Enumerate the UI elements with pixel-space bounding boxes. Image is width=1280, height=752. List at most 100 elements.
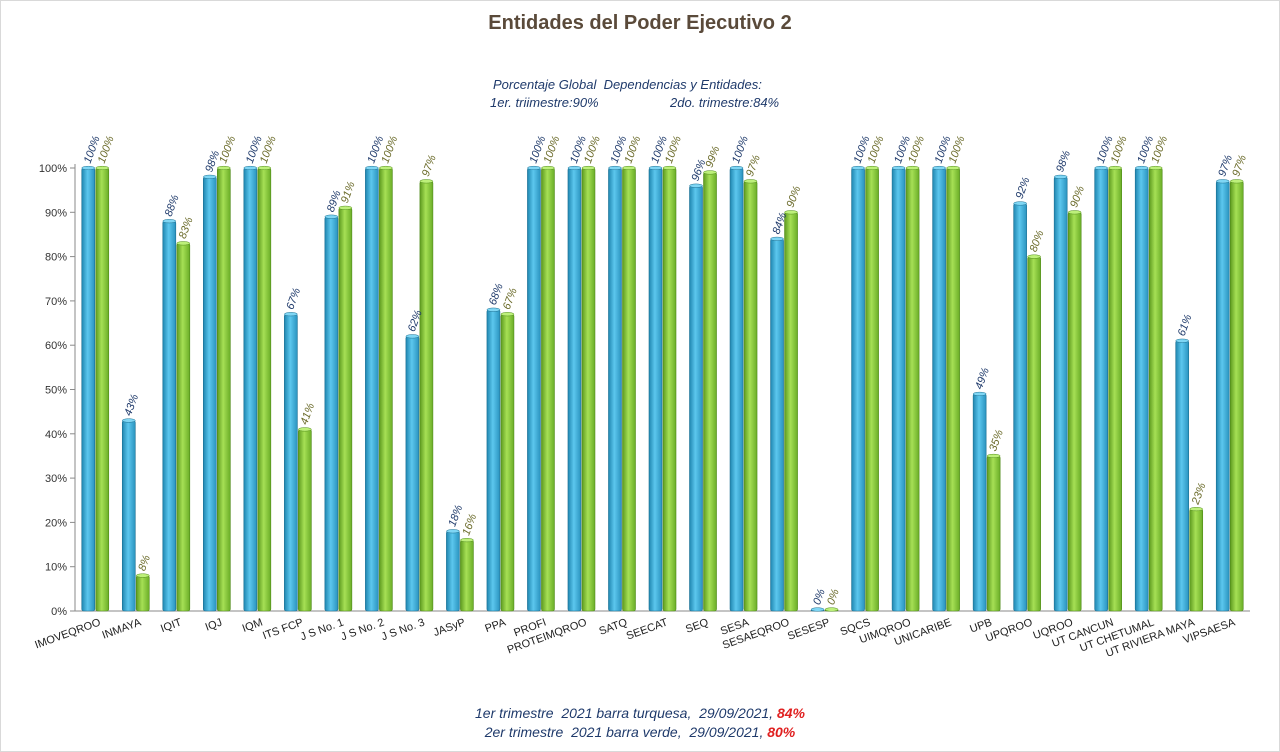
bar-cap (1027, 254, 1041, 259)
bar-series2 (1108, 167, 1122, 612)
bar-series1 (486, 309, 501, 612)
data-label: 8% (136, 553, 153, 572)
footer-line-1-pct: 84% (776, 705, 805, 721)
bar-cap (1053, 174, 1068, 179)
data-label: 23% (1189, 481, 1208, 507)
bar-cap (784, 210, 798, 215)
bar-series1 (648, 167, 663, 612)
x-tick-label: SESESP (786, 617, 831, 643)
bar-series2 (986, 455, 1001, 612)
bar-cap (284, 312, 298, 317)
bar-series2 (905, 167, 920, 612)
bar-series1 (81, 167, 96, 612)
bar-series1 (162, 220, 177, 612)
bar-series2 (1067, 212, 1082, 612)
data-label: 41% (298, 401, 317, 426)
bar-cap (1215, 179, 1230, 184)
data-label: 98% (1054, 149, 1073, 174)
bar-series2 (460, 539, 474, 612)
bar-series1 (972, 393, 987, 612)
bar-cap (324, 214, 339, 219)
bar-cap (405, 334, 420, 339)
global-percent-note: Porcentaje Global Dependencias y Entidad… (493, 77, 762, 92)
bar-cap (122, 418, 136, 423)
bar-series2 (703, 172, 717, 612)
bar-series1 (121, 420, 136, 612)
bar-cap (1189, 507, 1203, 512)
data-label: 61% (1176, 313, 1195, 338)
data-label: 97% (420, 153, 439, 178)
x-tick-label: SEECAT (625, 616, 670, 642)
x-tick-label: SATQ (598, 616, 630, 637)
y-tick-label: 90% (45, 207, 67, 219)
bar-cap (986, 453, 1001, 459)
y-tick-label: 40% (45, 429, 67, 441)
y-tick-label: 60% (45, 340, 67, 352)
bar-series2 (784, 212, 798, 612)
bar-cap (581, 165, 596, 171)
y-tick-label: 0% (51, 606, 67, 618)
bar-cap (527, 165, 541, 171)
second-quarter-note: 2do. trimestre:84% (670, 95, 780, 110)
y-tick-label: 80% (45, 252, 67, 264)
bar-cap (541, 165, 555, 171)
bar-cap (217, 165, 231, 171)
footer-line-1: 1er trimestre 2021 barra turquesa, 29/09… (0, 705, 1280, 721)
data-label: 97% (744, 153, 763, 178)
bar-cap (243, 165, 258, 171)
data-label: 35% (987, 428, 1006, 453)
first-quarter-note: 1er. triimestre:90% (490, 95, 599, 110)
data-label: 83% (177, 215, 196, 240)
data-label: 16% (460, 512, 479, 537)
x-tick-label: IQIT (159, 616, 183, 635)
bar-series2 (379, 167, 393, 612)
x-tick-label: PPA (483, 616, 508, 635)
bar-cap (1148, 165, 1163, 171)
data-label: 43% (122, 393, 141, 418)
data-label: 49% (973, 366, 992, 391)
x-tick-label: J S No. 1 (299, 617, 346, 644)
bar-cap (136, 573, 150, 578)
data-label: 90% (1068, 184, 1087, 209)
bar-series1 (446, 530, 460, 612)
y-tick-label: 20% (45, 517, 67, 529)
bar-series2 (298, 429, 312, 612)
data-label: 99% (704, 144, 723, 169)
x-tick-label: INMAYA (101, 616, 144, 641)
data-label: 67% (284, 286, 303, 311)
bar-series1 (1175, 340, 1190, 612)
bar-cap (1108, 165, 1122, 171)
data-label: 88% (163, 193, 182, 218)
bar-cap (1013, 201, 1027, 206)
bar-series1 (1053, 176, 1068, 612)
bar-cap (257, 165, 272, 171)
bar-series1 (689, 185, 703, 612)
bar-cap (865, 165, 879, 171)
bar-cap (1175, 338, 1189, 343)
bar-cap (703, 170, 717, 175)
bar-series2 (176, 243, 191, 612)
bar-cap (622, 165, 636, 171)
footer-line-2-text: 2er trimestre 2021 barra verde, 29/09/20… (484, 724, 768, 740)
bar-cap (460, 538, 474, 543)
data-label: 90% (785, 184, 804, 209)
bar-series2 (1148, 167, 1163, 612)
bar-series1 (203, 176, 217, 612)
bar-series2 (865, 167, 879, 612)
bar-series2 (743, 180, 758, 612)
bar-series1 (932, 167, 946, 612)
bar-series1 (770, 238, 784, 612)
bar-cap (1067, 210, 1082, 215)
y-tick-label: 50% (45, 385, 67, 397)
bar-cap (176, 241, 191, 246)
bar-cap (81, 165, 96, 171)
data-label: 80% (1028, 229, 1047, 254)
bar-series1 (1013, 203, 1027, 612)
bar-cap (770, 236, 784, 241)
x-tick-label: IQJ (204, 617, 224, 634)
bar-series2 (135, 575, 150, 612)
x-tick-label: ITS FCP (261, 617, 305, 643)
bar-cap (662, 165, 677, 171)
bar-cap (851, 165, 865, 171)
bar-cap (446, 529, 460, 534)
